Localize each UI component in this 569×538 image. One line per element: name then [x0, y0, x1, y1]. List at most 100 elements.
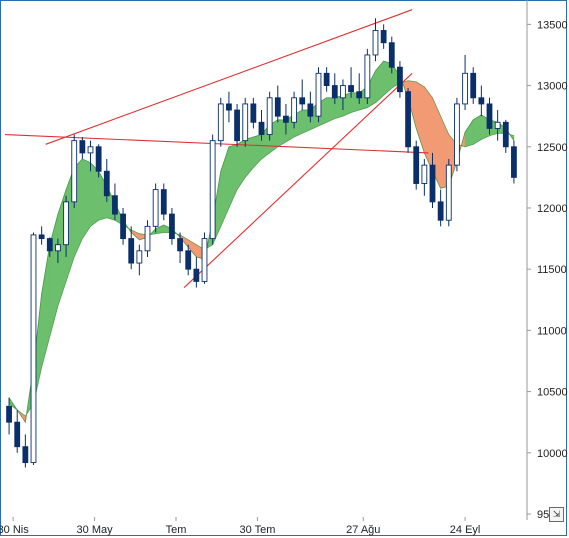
candle-body-up: [421, 164, 428, 184]
ribbon-segment-bull: [236, 138, 246, 191]
candle: [6, 397, 12, 435]
candle-body-up: [209, 140, 216, 240]
candle: [364, 48, 371, 104]
candle-body-down: [226, 103, 232, 111]
candle-body-up: [71, 140, 78, 203]
candle: [226, 91, 232, 123]
candle-body-down: [169, 213, 175, 240]
y-tick-label: 12500: [537, 142, 568, 154]
candle-body-down: [429, 164, 436, 203]
candle: [470, 67, 477, 104]
candle-body-down: [22, 446, 29, 464]
candle-body-down: [307, 103, 314, 117]
y-tick-label: 10000: [537, 448, 568, 460]
candle-body-down: [14, 421, 21, 448]
candle: [193, 256, 200, 288]
candle-body-down: [79, 140, 86, 154]
candle-body-down: [299, 97, 306, 105]
candle-body-down: [380, 30, 387, 44]
candle: [201, 232, 208, 284]
candle-body-up: [136, 250, 143, 264]
candle: [160, 183, 167, 221]
candle-body-down: [348, 85, 354, 93]
ribbon-segment-bear: [415, 81, 425, 153]
y-tick-label: 12000: [537, 203, 568, 215]
candle: [234, 103, 240, 147]
candle-body-up: [372, 30, 379, 56]
candle-body-down: [478, 97, 485, 105]
candle-body-up: [87, 146, 94, 154]
candle: [323, 67, 330, 92]
ribbon-segment-bull: [244, 136, 254, 179]
candle: [185, 244, 192, 276]
candle-body-up: [291, 97, 297, 123]
candle-body-down: [160, 189, 167, 215]
candle: [348, 67, 354, 98]
candle: [331, 73, 338, 104]
trendline: [183, 72, 413, 288]
candle: [30, 232, 37, 466]
candle-body-up: [144, 225, 151, 252]
candle: [128, 226, 135, 270]
candle: [38, 226, 45, 245]
candle: [421, 159, 428, 196]
expand-button[interactable]: ⇲: [549, 507, 564, 522]
candle: [429, 152, 436, 208]
x-tick-label: 30 Tem: [239, 524, 275, 536]
candle: [177, 232, 183, 264]
candle: [71, 134, 78, 208]
candle: [445, 159, 452, 227]
trendlines: [4, 9, 429, 288]
candle: [315, 67, 322, 123]
ribbon-segment-bear: [424, 85, 433, 172]
candle-body-down: [258, 121, 265, 135]
candle: [258, 110, 265, 141]
candle: [283, 103, 289, 135]
candle-body-down: [177, 238, 183, 252]
y-tick-label: 11000: [537, 325, 567, 337]
x-axis-ticks: 30 Nis 30 May Tem 30 Tem 27 Ağu 24 Eyl: [0, 517, 480, 536]
x-tick-label: 30 Nis: [0, 524, 29, 536]
candle-body-down: [112, 195, 118, 215]
candle-body-up: [266, 97, 273, 135]
x-tick-label: Tem: [166, 524, 187, 536]
candle-body-down: [103, 170, 110, 197]
candle: [22, 434, 29, 468]
candle-body-down: [95, 146, 102, 172]
candle: [372, 18, 379, 62]
candle-body-down: [283, 115, 289, 123]
candle: [120, 207, 126, 245]
candle: [266, 91, 273, 141]
candle: [242, 97, 249, 147]
candle-body-down: [397, 66, 403, 93]
candle-body-up: [30, 234, 37, 464]
candle-body-up: [494, 121, 501, 129]
candle: [478, 85, 485, 117]
candle-body-down: [388, 42, 395, 68]
trendline: [4, 133, 429, 154]
candle-body-down: [250, 103, 257, 123]
candle: [250, 97, 257, 129]
candle: [87, 140, 94, 172]
y-tick-label: 10500: [537, 387, 568, 399]
candle-body-up: [462, 72, 468, 105]
candle-body-up: [55, 244, 61, 252]
x-tick-label: 30 May: [77, 524, 114, 536]
candle-body-up: [315, 72, 322, 117]
candle: [55, 238, 61, 264]
ribbon-segment-bull: [334, 94, 344, 120]
y-tick-label: 11500: [537, 264, 567, 276]
candle-body-down: [6, 405, 12, 423]
candle-body-up: [201, 238, 208, 282]
candle: [494, 110, 501, 141]
ribbon-segment-bull: [82, 158, 91, 240]
candle-body-down: [38, 234, 45, 240]
ribbon-segment-bull: [90, 161, 99, 227]
candle: [486, 97, 493, 135]
x-tick-label: 24 Eyl: [450, 524, 481, 536]
candle-body-up: [152, 189, 159, 227]
candle: [217, 97, 224, 147]
ribbon-segment-bull: [49, 214, 59, 337]
trendline: [45, 9, 413, 145]
